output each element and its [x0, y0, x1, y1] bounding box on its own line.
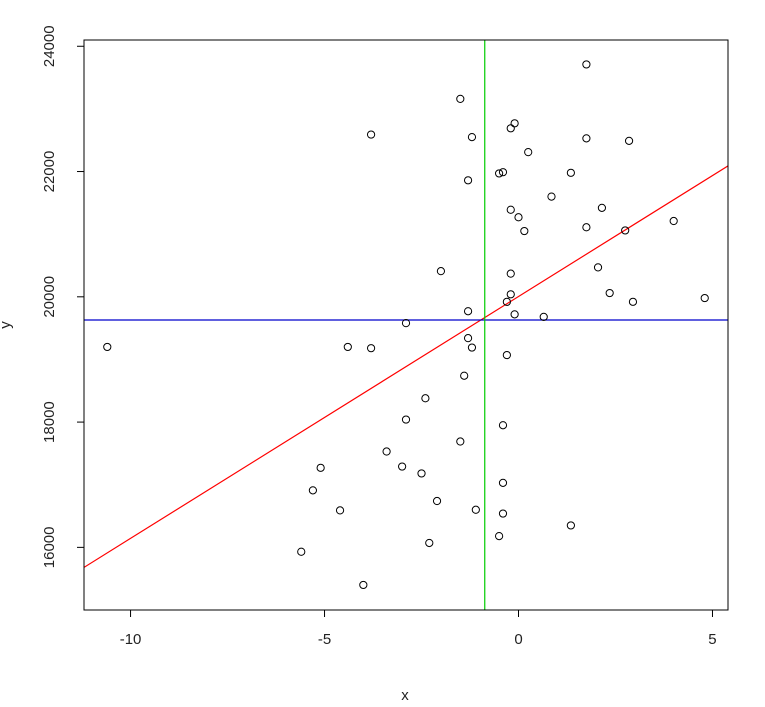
x-tick-label: -5: [318, 631, 331, 648]
data-point: [502, 297, 511, 306]
data-point: [566, 168, 575, 177]
y-tick-label: 18000: [41, 401, 58, 443]
data-point: [566, 521, 575, 530]
data-point: [506, 290, 515, 299]
data-points: [103, 60, 709, 590]
data-point: [382, 447, 391, 456]
data-point: [498, 509, 508, 518]
data-point: [520, 226, 529, 236]
data-point: [624, 136, 634, 145]
data-point: [582, 60, 591, 69]
data-point: [524, 148, 533, 157]
data-point: [547, 192, 556, 201]
data-point: [343, 342, 352, 352]
data-point: [366, 130, 376, 139]
data-point: [463, 176, 473, 185]
data-point: [510, 119, 519, 128]
data-point: [460, 371, 469, 380]
y-tick-label: 20000: [41, 276, 58, 318]
x-axis-title: x: [401, 687, 409, 704]
data-point: [506, 205, 515, 214]
data-point: [432, 496, 442, 506]
x-tick-label: 0: [514, 631, 522, 648]
y-axis-title: y: [0, 321, 14, 329]
data-point: [421, 394, 430, 403]
data-point: [498, 421, 508, 430]
data-point: [463, 307, 473, 316]
data-point: [463, 334, 473, 343]
data-point: [456, 437, 465, 446]
data-point: [359, 580, 368, 590]
data-point: [498, 478, 508, 487]
x-tick-label: -10: [120, 631, 142, 648]
data-point: [308, 486, 317, 495]
data-point: [502, 350, 511, 360]
data-point: [467, 343, 477, 352]
y-tick-label: 24000: [41, 25, 58, 67]
data-point: [401, 415, 411, 424]
data-point: [700, 293, 709, 303]
y-axis: 16000 18000 20000 22000 24000: [41, 25, 85, 569]
data-point: [456, 94, 465, 103]
data-point: [425, 538, 434, 548]
data-point: [597, 203, 607, 212]
y-tick-label: 22000: [41, 151, 58, 193]
data-point: [510, 310, 519, 319]
data-point: [297, 547, 306, 556]
data-point: [495, 169, 504, 178]
data-point: [669, 216, 678, 226]
data-point: [498, 168, 508, 177]
data-point: [582, 223, 591, 232]
data-point: [593, 263, 603, 272]
data-point: [506, 269, 515, 278]
data-point: [539, 312, 548, 321]
data-point: [335, 506, 345, 515]
data-point: [417, 469, 426, 478]
data-point: [398, 462, 407, 471]
data-point: [495, 531, 504, 541]
data-point: [506, 124, 515, 133]
data-point: [401, 319, 411, 328]
x-axis: -10 -5 0 5: [120, 609, 717, 648]
data-point: [436, 267, 446, 276]
data-point: [582, 134, 591, 143]
data-point: [467, 132, 477, 142]
x-tick-label: 5: [708, 631, 716, 648]
data-point: [103, 342, 112, 352]
data-point: [605, 288, 614, 298]
data-point: [621, 226, 630, 235]
y-tick-label: 16000: [41, 527, 58, 569]
data-point: [514, 213, 523, 222]
data-point: [471, 505, 480, 514]
data-point: [366, 344, 376, 353]
regression-line: [84, 165, 728, 568]
data-point: [316, 463, 325, 472]
data-point: [628, 297, 638, 306]
